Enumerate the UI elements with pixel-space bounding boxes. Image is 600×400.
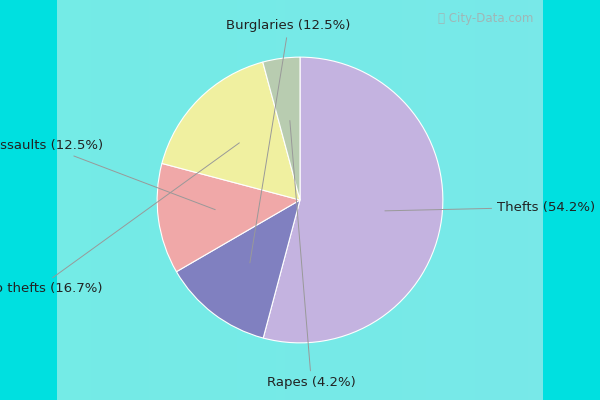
Text: Rapes (4.2%): Rapes (4.2%) bbox=[267, 120, 356, 389]
Wedge shape bbox=[162, 62, 300, 200]
Wedge shape bbox=[263, 57, 443, 343]
Text: Auto thefts (16.7%): Auto thefts (16.7%) bbox=[0, 143, 239, 295]
Text: Thefts (54.2%): Thefts (54.2%) bbox=[385, 201, 595, 214]
Wedge shape bbox=[263, 57, 300, 200]
Text: ⓘ City-Data.com: ⓘ City-Data.com bbox=[438, 12, 533, 25]
Wedge shape bbox=[157, 164, 300, 272]
Wedge shape bbox=[176, 200, 300, 338]
Text: Assaults (12.5%): Assaults (12.5%) bbox=[0, 139, 215, 210]
Text: Burglaries (12.5%): Burglaries (12.5%) bbox=[226, 19, 351, 263]
